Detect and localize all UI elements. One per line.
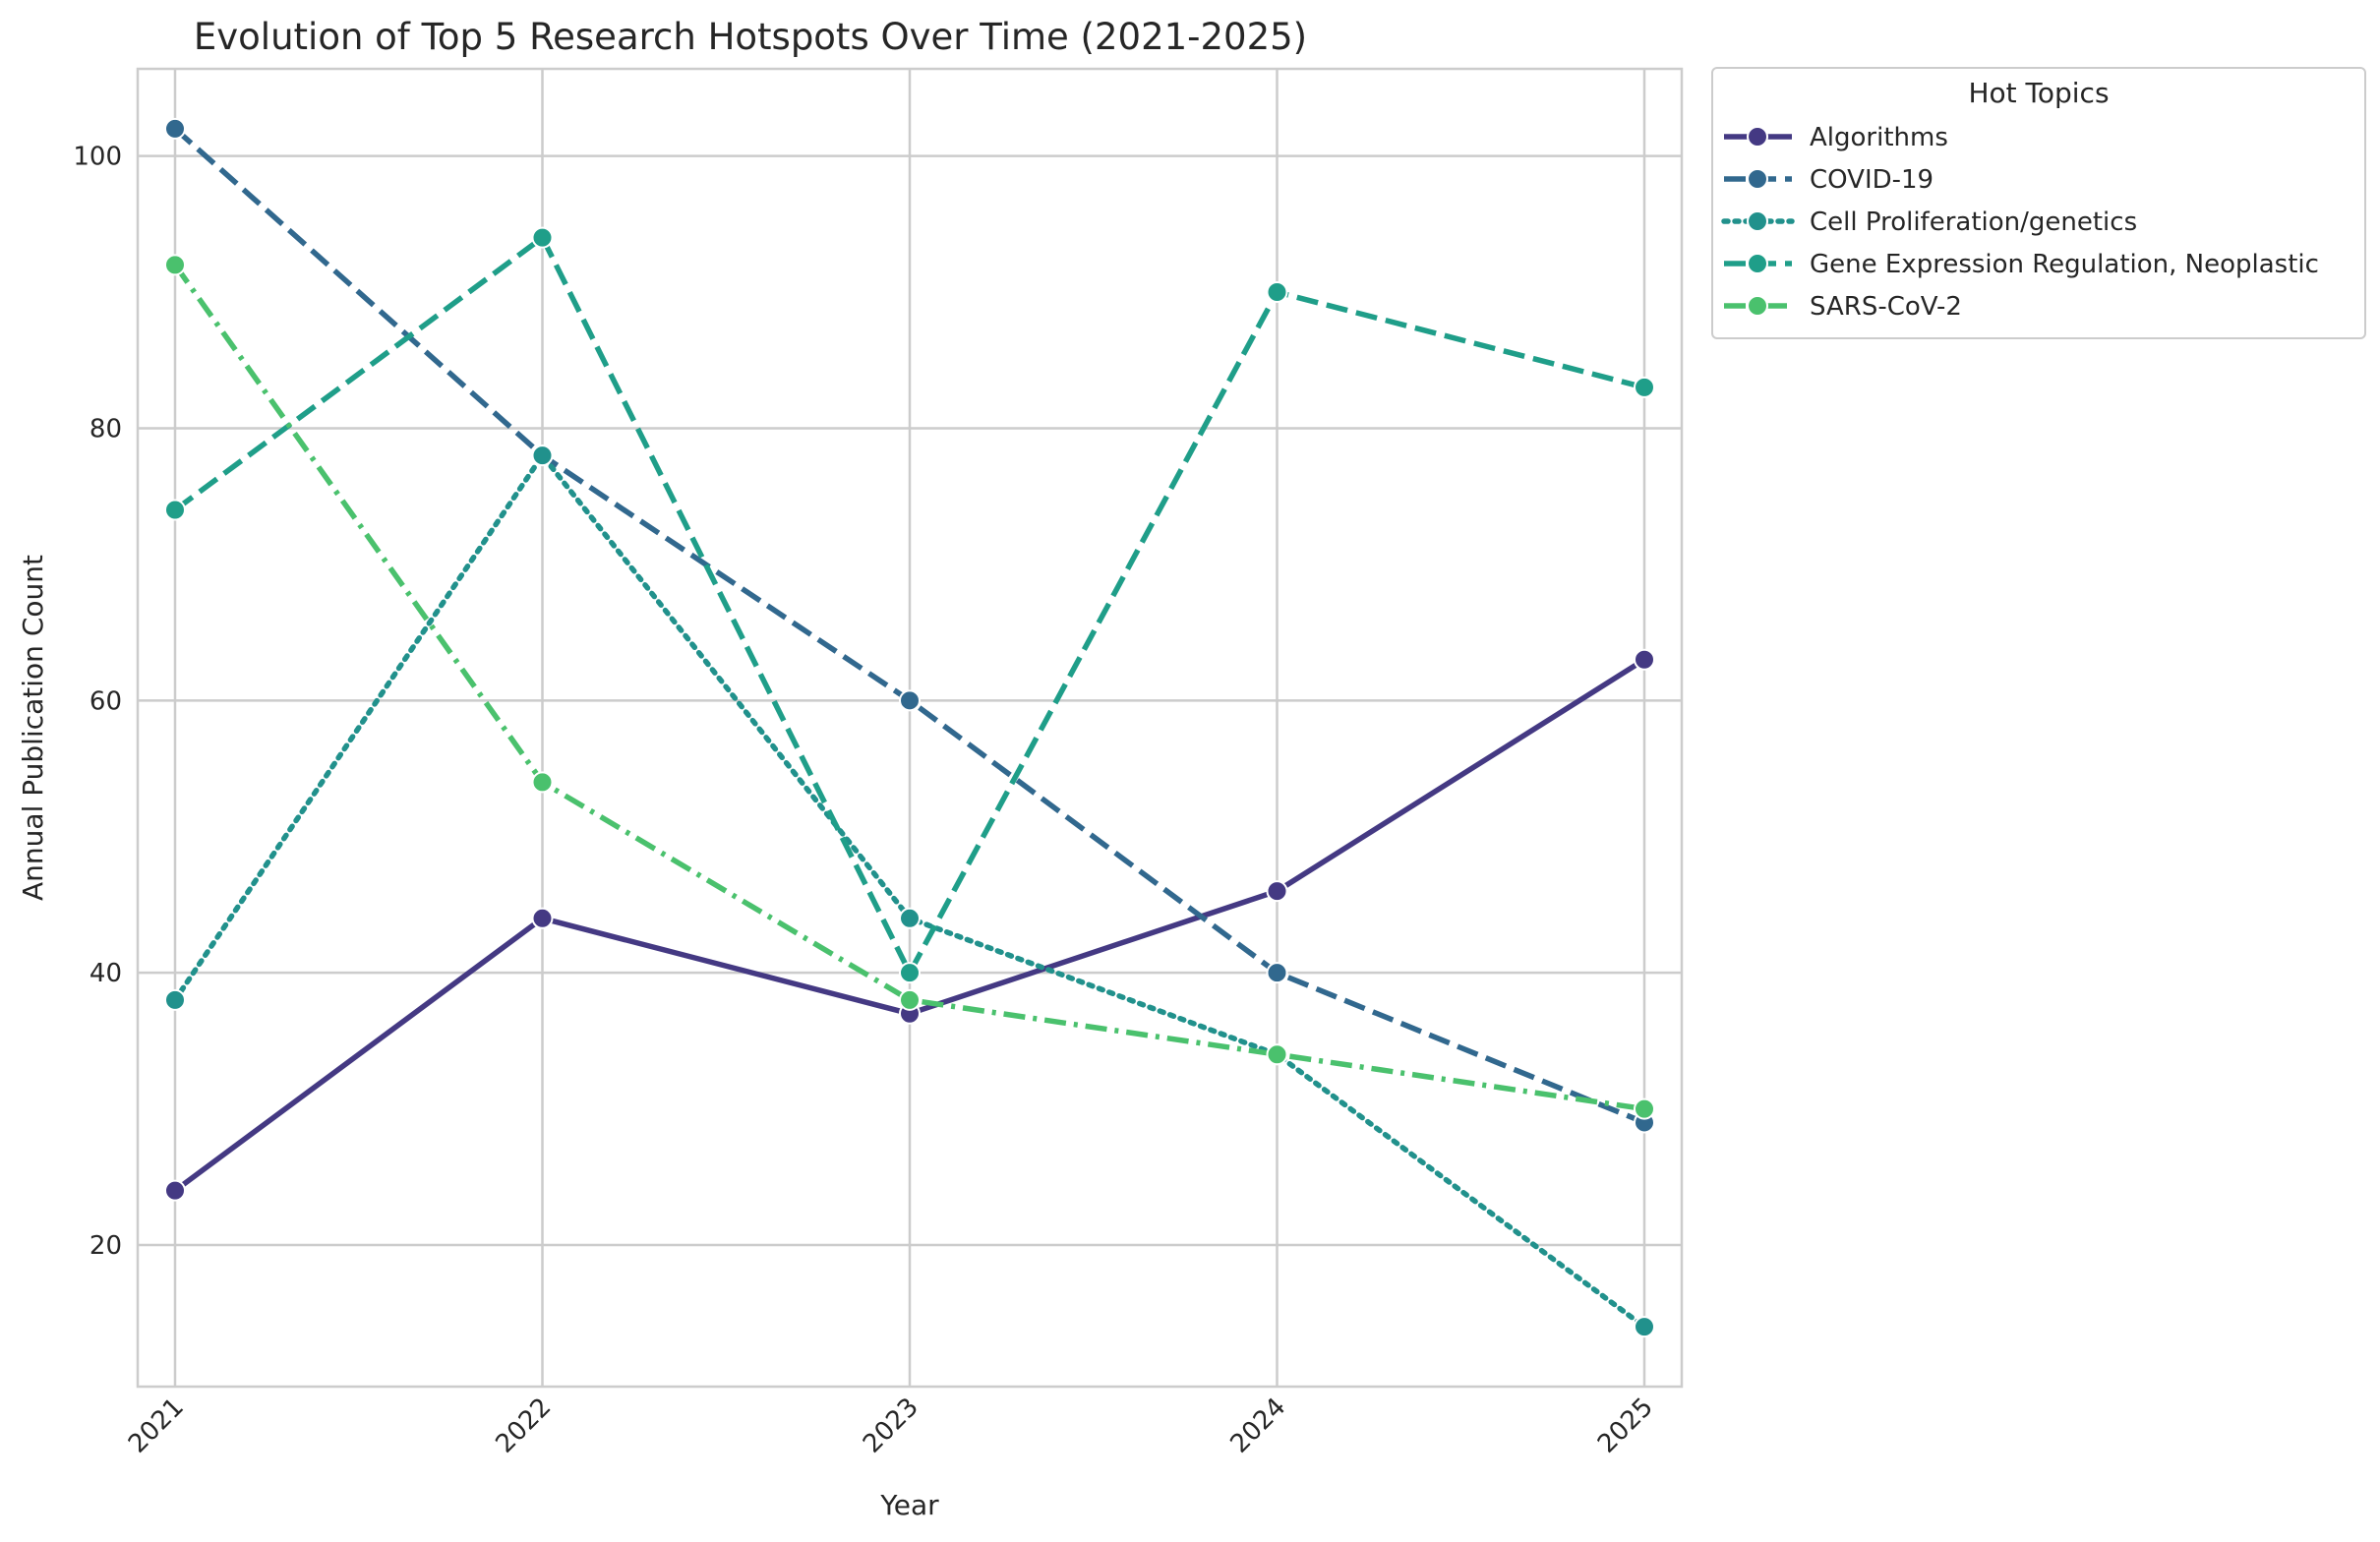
legend-item: COVID-19 bbox=[1724, 165, 1934, 195]
data-point bbox=[899, 689, 921, 712]
legend-label: Gene Expression Regulation, Neoplastic bbox=[1810, 250, 2319, 279]
data-point bbox=[899, 962, 921, 984]
legend-item: Gene Expression Regulation, Neoplastic bbox=[1724, 250, 2319, 279]
plot-area-frame bbox=[136, 67, 1684, 1389]
series-lines bbox=[164, 117, 1655, 1338]
legend-items: Algorithms COVID-19 Cell Proliferation/gen… bbox=[1721, 123, 2319, 322]
legend-item: SARS-CoV-2 bbox=[1724, 292, 1962, 322]
y-axis-label: Annual Publication Count bbox=[17, 555, 49, 901]
data-point bbox=[1634, 648, 1655, 671]
legend-label: Algorithms bbox=[1810, 123, 1948, 152]
data-point bbox=[531, 907, 554, 929]
legend-label: Cell Proliferation/genetics bbox=[1810, 208, 2137, 237]
legend-marker bbox=[1747, 253, 1768, 274]
x-tick-label: 2024 bbox=[1224, 1393, 1291, 1459]
x-tick-label: 2022 bbox=[490, 1393, 557, 1459]
grid bbox=[138, 69, 1682, 1387]
data-point bbox=[164, 117, 186, 140]
series-3 bbox=[164, 445, 1655, 1338]
legend-marker bbox=[1747, 295, 1768, 317]
series-line bbox=[172, 263, 1645, 1112]
legend-item: Algorithms bbox=[1724, 123, 1948, 152]
data-point bbox=[899, 988, 921, 1011]
y-tick-label: 60 bbox=[89, 686, 122, 716]
series-5 bbox=[164, 254, 1655, 1120]
data-point bbox=[531, 771, 554, 794]
data-point bbox=[1266, 1043, 1288, 1066]
data-point bbox=[164, 1179, 186, 1202]
data-point bbox=[1266, 281, 1288, 304]
data-point bbox=[531, 226, 554, 249]
data-point bbox=[1634, 376, 1655, 398]
legend-label: COVID-19 bbox=[1810, 165, 1934, 195]
data-point bbox=[1266, 880, 1288, 903]
x-tick-label: 2025 bbox=[1592, 1393, 1659, 1459]
series-line bbox=[173, 234, 1645, 976]
legend-label: SARS-CoV-2 bbox=[1810, 292, 1962, 322]
data-point bbox=[1266, 962, 1288, 984]
legend-frame bbox=[1711, 67, 2366, 339]
legend-title: Hot Topics bbox=[1968, 77, 2109, 109]
legend-marker bbox=[1747, 168, 1768, 190]
x-axis-label: Year bbox=[879, 1489, 939, 1521]
series-1 bbox=[164, 648, 1655, 1202]
data-point bbox=[531, 445, 554, 467]
legend-marker bbox=[1747, 126, 1768, 148]
x-tick-label: 2021 bbox=[123, 1393, 190, 1459]
y-tick-label: 100 bbox=[73, 143, 122, 172]
data-point bbox=[164, 988, 186, 1011]
legend-marker bbox=[1747, 210, 1768, 232]
x-tick-label: 2023 bbox=[858, 1393, 924, 1459]
data-point bbox=[164, 254, 186, 276]
y-tick-label: 20 bbox=[89, 1231, 122, 1261]
data-point bbox=[164, 499, 186, 521]
series-4 bbox=[164, 226, 1655, 984]
legend-item: Cell Proliferation/genetics bbox=[1721, 208, 2137, 237]
data-point bbox=[1634, 1097, 1655, 1120]
data-point bbox=[899, 907, 921, 929]
data-point bbox=[1634, 1316, 1655, 1338]
legend: Hot Topics Algorithms COVID-19 Cell Prolif… bbox=[1711, 67, 2366, 339]
y-tick-label: 80 bbox=[89, 414, 122, 444]
chart-title: Evolution of Top 5 Research Hotspots Ove… bbox=[194, 16, 1307, 58]
y-tick-label: 40 bbox=[89, 959, 122, 988]
